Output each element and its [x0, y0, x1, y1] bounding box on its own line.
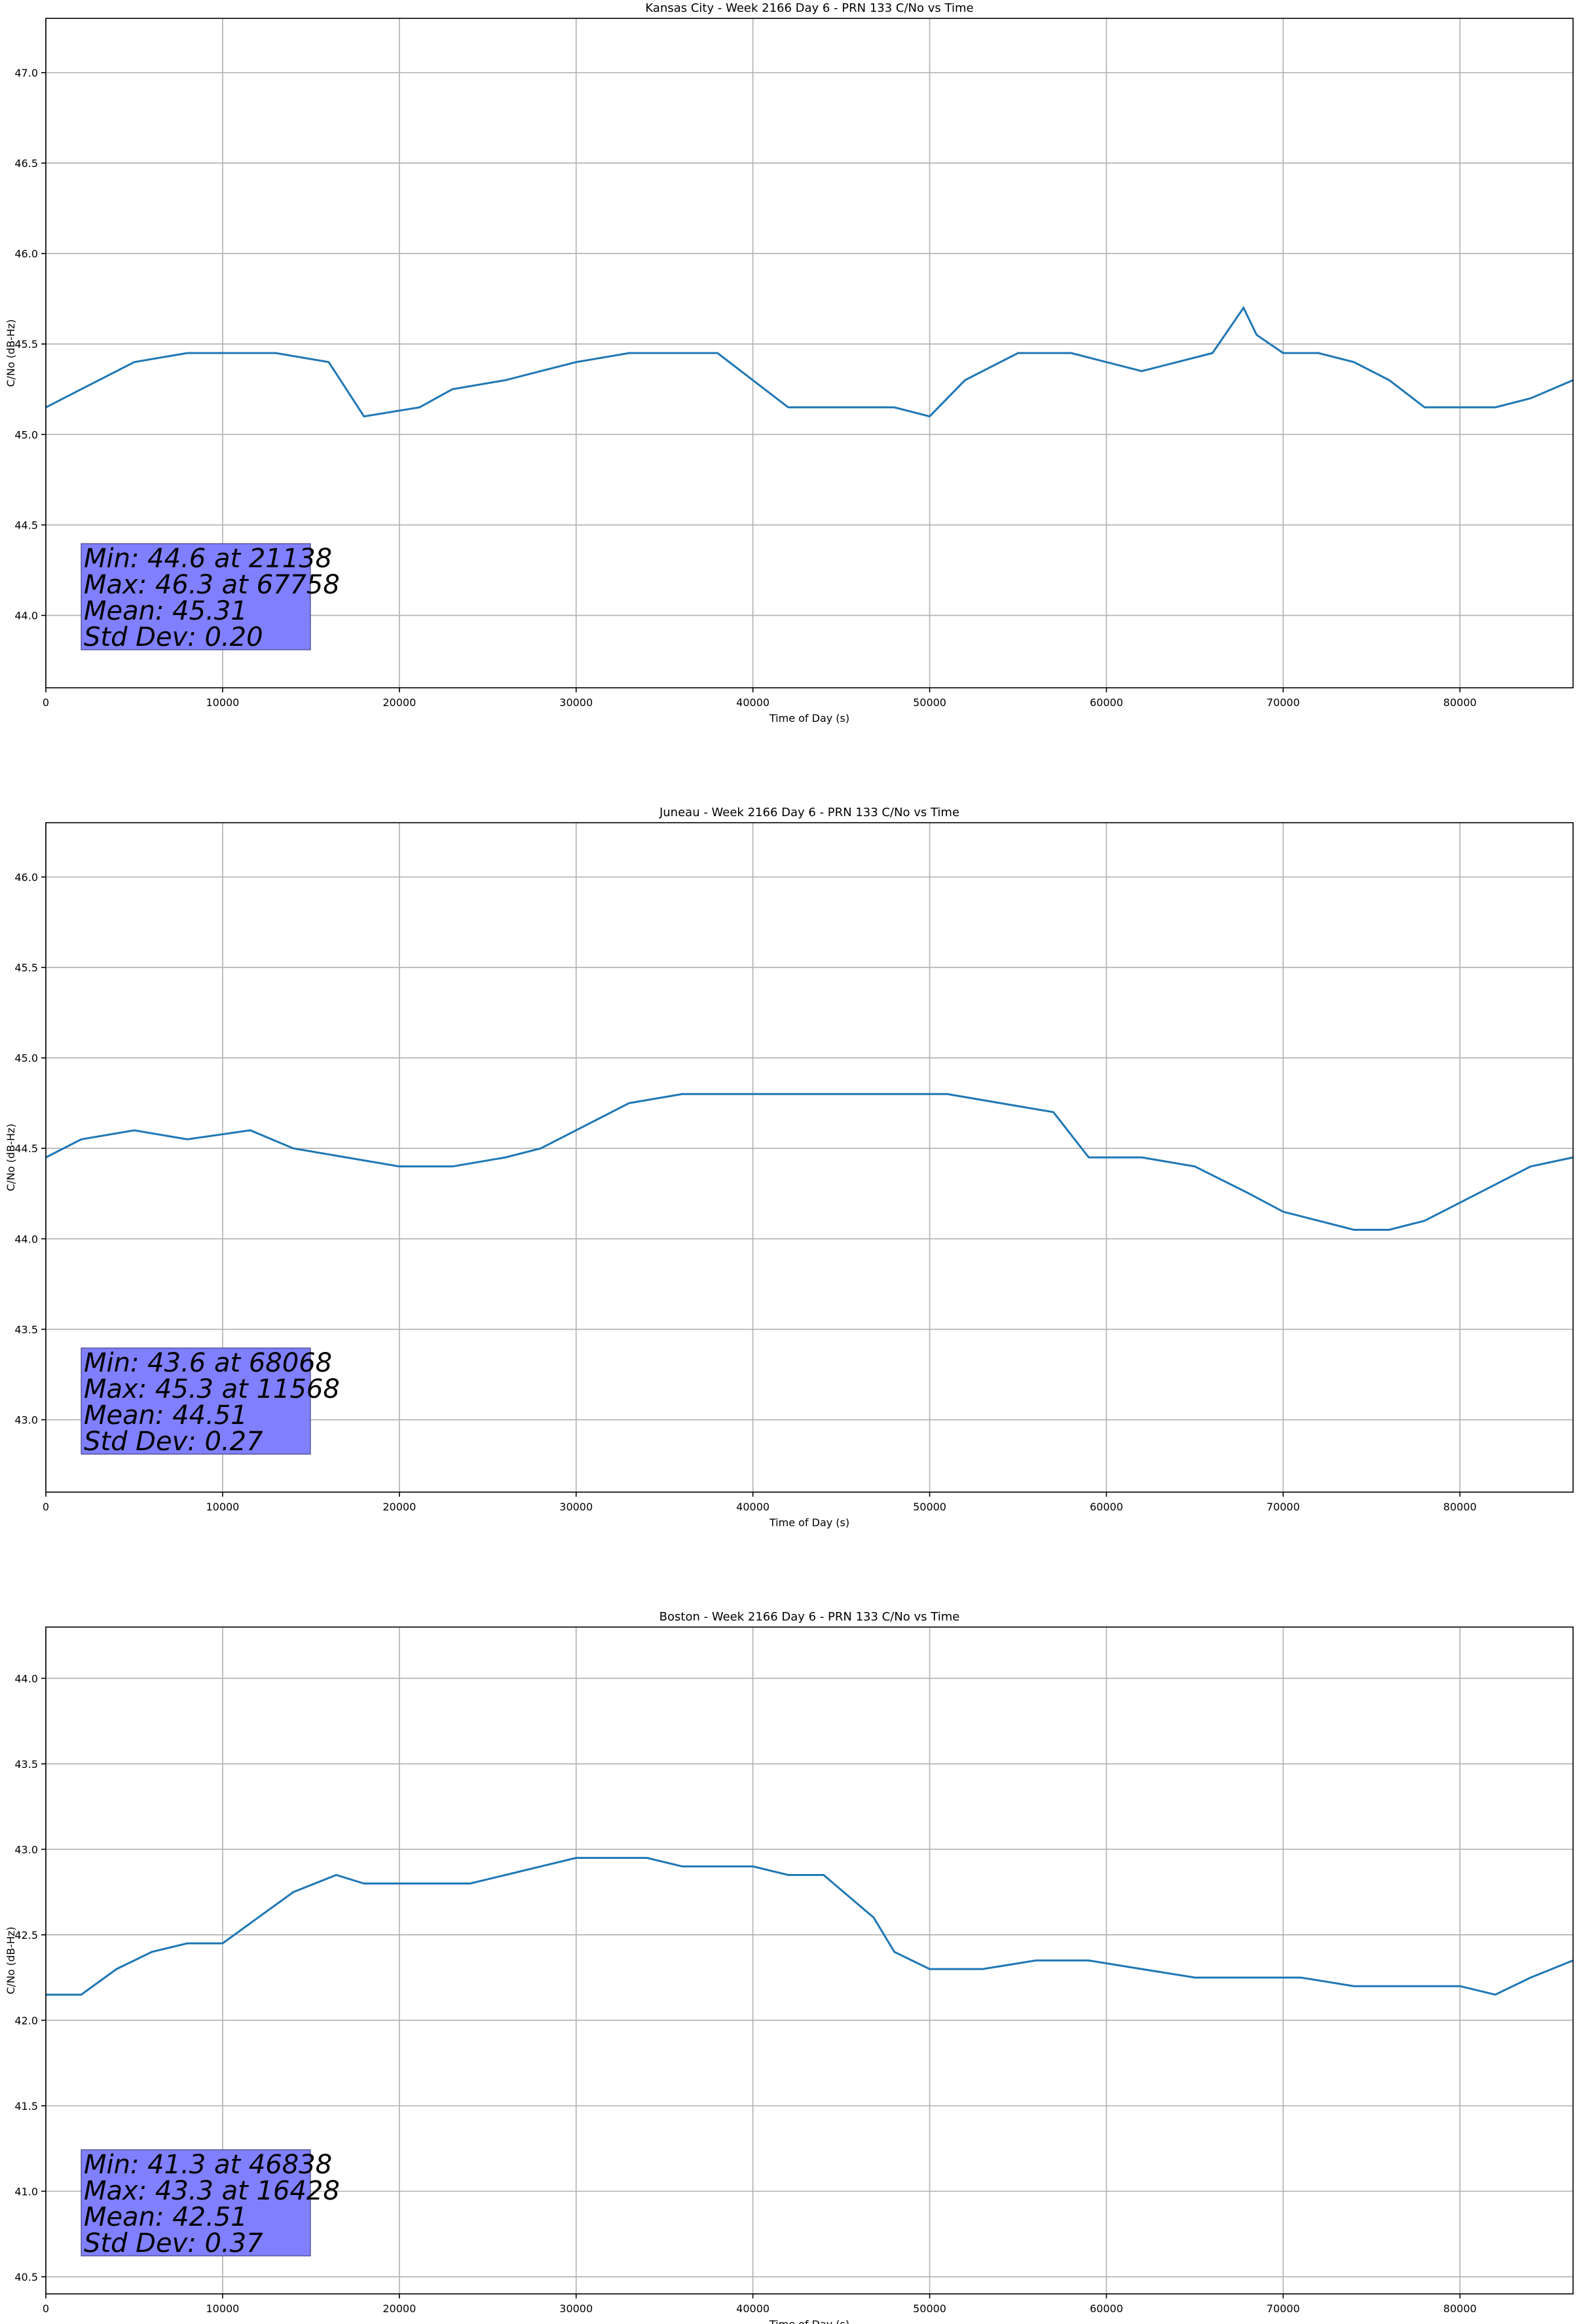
y-tick-label: 45.0 [14, 428, 38, 441]
y-tick-label: 46.5 [14, 157, 38, 170]
y-tick-label: 46.0 [14, 871, 38, 884]
x-axis-label: Time of Day (s) [769, 2318, 849, 2324]
x-tick-label: 40000 [736, 696, 770, 709]
chart-title: Kansas City - Week 2166 Day 6 - PRN 133 … [645, 1, 973, 15]
chart-title: Boston - Week 2166 Day 6 - PRN 133 C/No … [659, 1610, 960, 1624]
x-tick-label: 80000 [1443, 1501, 1477, 1513]
x-tick-label: 0 [43, 1501, 49, 1513]
x-tick-label: 50000 [913, 2302, 946, 2315]
plot-frame [45, 18, 1574, 688]
stats-box-background [81, 1347, 311, 1455]
stats-box: Min: 43.6 at 68068 Max: 45.3 at 11568 Me… [81, 1347, 340, 1457]
x-axis-label: Time of Day (s) [769, 1516, 849, 1529]
y-tick-label: 47.0 [14, 67, 38, 79]
x-tick-label: 10000 [206, 696, 239, 709]
stats-box-background [81, 543, 311, 650]
y-tick-label: 44.0 [14, 1672, 38, 1685]
plot-frame [45, 822, 1574, 1493]
stat-mean: Mean: 42.51 [84, 2202, 248, 2232]
series-line [45, 1093, 1574, 1231]
stat-min: Min: 44.6 at 21138 [84, 544, 332, 574]
x-tick-label: 30000 [559, 2302, 593, 2315]
y-tick-label: 44.5 [14, 1142, 38, 1155]
y-axis-label: C/No (dB-Hz) [5, 319, 17, 386]
x-tick-label: 10000 [206, 2302, 239, 2315]
stats-box: Min: 44.6 at 21138 Max: 46.3 at 67758 Me… [81, 543, 340, 652]
x-tick-label: 70000 [1267, 1501, 1300, 1513]
stat-max: Max: 43.3 at 16428 [84, 2176, 340, 2206]
x-tick-label: 40000 [736, 2302, 770, 2315]
x-tick-label: 30000 [559, 1501, 593, 1513]
y-tick-label: 43.0 [14, 1414, 38, 1427]
y-tick-label: 42.5 [14, 1929, 38, 1941]
stat-std-dev: Std Dev: 0.20 [84, 622, 263, 652]
x-tick-label: 0 [43, 2302, 49, 2315]
y-tick-label: 40.5 [14, 2271, 38, 2283]
stat-max: Max: 45.3 at 11568 [84, 1374, 340, 1404]
plot-frame [45, 1626, 1574, 2295]
x-tick-label: 80000 [1443, 2302, 1477, 2315]
chart-kansas-city: 0 10000 20000 30000 40000 50000 60000 70000 8000… [5, 1, 1574, 724]
y-tick-label: 41.5 [14, 2100, 38, 2112]
x-tick-label: 50000 [913, 1501, 946, 1513]
y-tick-label: 45.5 [14, 338, 38, 350]
stat-max: Max: 46.3 at 67758 [84, 570, 340, 600]
stat-min: Min: 41.3 at 46838 [84, 2150, 332, 2180]
y-tick-label: 41.0 [14, 2185, 38, 2198]
x-tick-label: 10000 [206, 1501, 239, 1513]
stat-mean: Mean: 45.31 [84, 596, 248, 626]
y-tick-label: 43.0 [14, 1843, 38, 1856]
stat-min: Min: 43.6 at 68068 [84, 1348, 332, 1378]
x-tick-label: 60000 [1090, 1501, 1123, 1513]
stat-mean: Mean: 44.51 [84, 1400, 248, 1431]
y-tick-label: 44.0 [14, 610, 38, 622]
y-tick-label: 43.5 [14, 1758, 38, 1771]
stats-box-background [81, 2149, 311, 2257]
y-axis-label: C/No (dB-Hz) [5, 1123, 17, 1191]
x-tick-label: 40000 [736, 1501, 770, 1513]
y-axis-label: C/No (dB-Hz) [5, 1926, 17, 1994]
stat-std-dev: Std Dev: 0.27 [84, 1427, 263, 1457]
x-tick-label: 20000 [382, 2302, 416, 2315]
y-tick-label: 45.0 [14, 1052, 38, 1064]
stats-box: Min: 41.3 at 46838 Max: 43.3 at 16428 Me… [81, 2149, 340, 2258]
x-tick-label: 60000 [1090, 696, 1123, 709]
chart-title: Juneau - Week 2166 Day 6 - PRN 133 C/No … [659, 806, 959, 819]
x-tick-label: 60000 [1090, 2302, 1123, 2315]
x-tick-label: 20000 [382, 696, 416, 709]
y-tick-label: 44.0 [14, 1233, 38, 1245]
x-tick-label: 50000 [913, 696, 946, 709]
y-tick-label: 45.5 [14, 962, 38, 974]
x-tick-label: 20000 [382, 1501, 416, 1513]
x-tick-label: 70000 [1267, 2302, 1300, 2315]
chart-juneau: 0 10000 20000 30000 40000 50000 60000 70000 8000… [5, 806, 1574, 1529]
y-tick-label: 42.0 [14, 2014, 38, 2027]
y-tick-label: 44.5 [14, 519, 38, 531]
x-tick-label: 80000 [1443, 696, 1477, 709]
x-tick-label: 30000 [559, 696, 593, 709]
series-line [46, 1856, 1574, 1996]
x-tick-label: 0 [43, 696, 49, 709]
chart-boston: 0 10000 20000 30000 40000 50000 60000 70000 8000… [5, 1610, 1574, 2324]
stat-std-dev: Std Dev: 0.37 [84, 2228, 263, 2258]
x-tick-label: 70000 [1267, 696, 1300, 709]
y-tick-label: 46.0 [14, 248, 38, 260]
y-tick-label: 43.5 [14, 1323, 38, 1336]
series-line [45, 305, 1574, 418]
x-axis-label: Time of Day (s) [769, 712, 849, 724]
